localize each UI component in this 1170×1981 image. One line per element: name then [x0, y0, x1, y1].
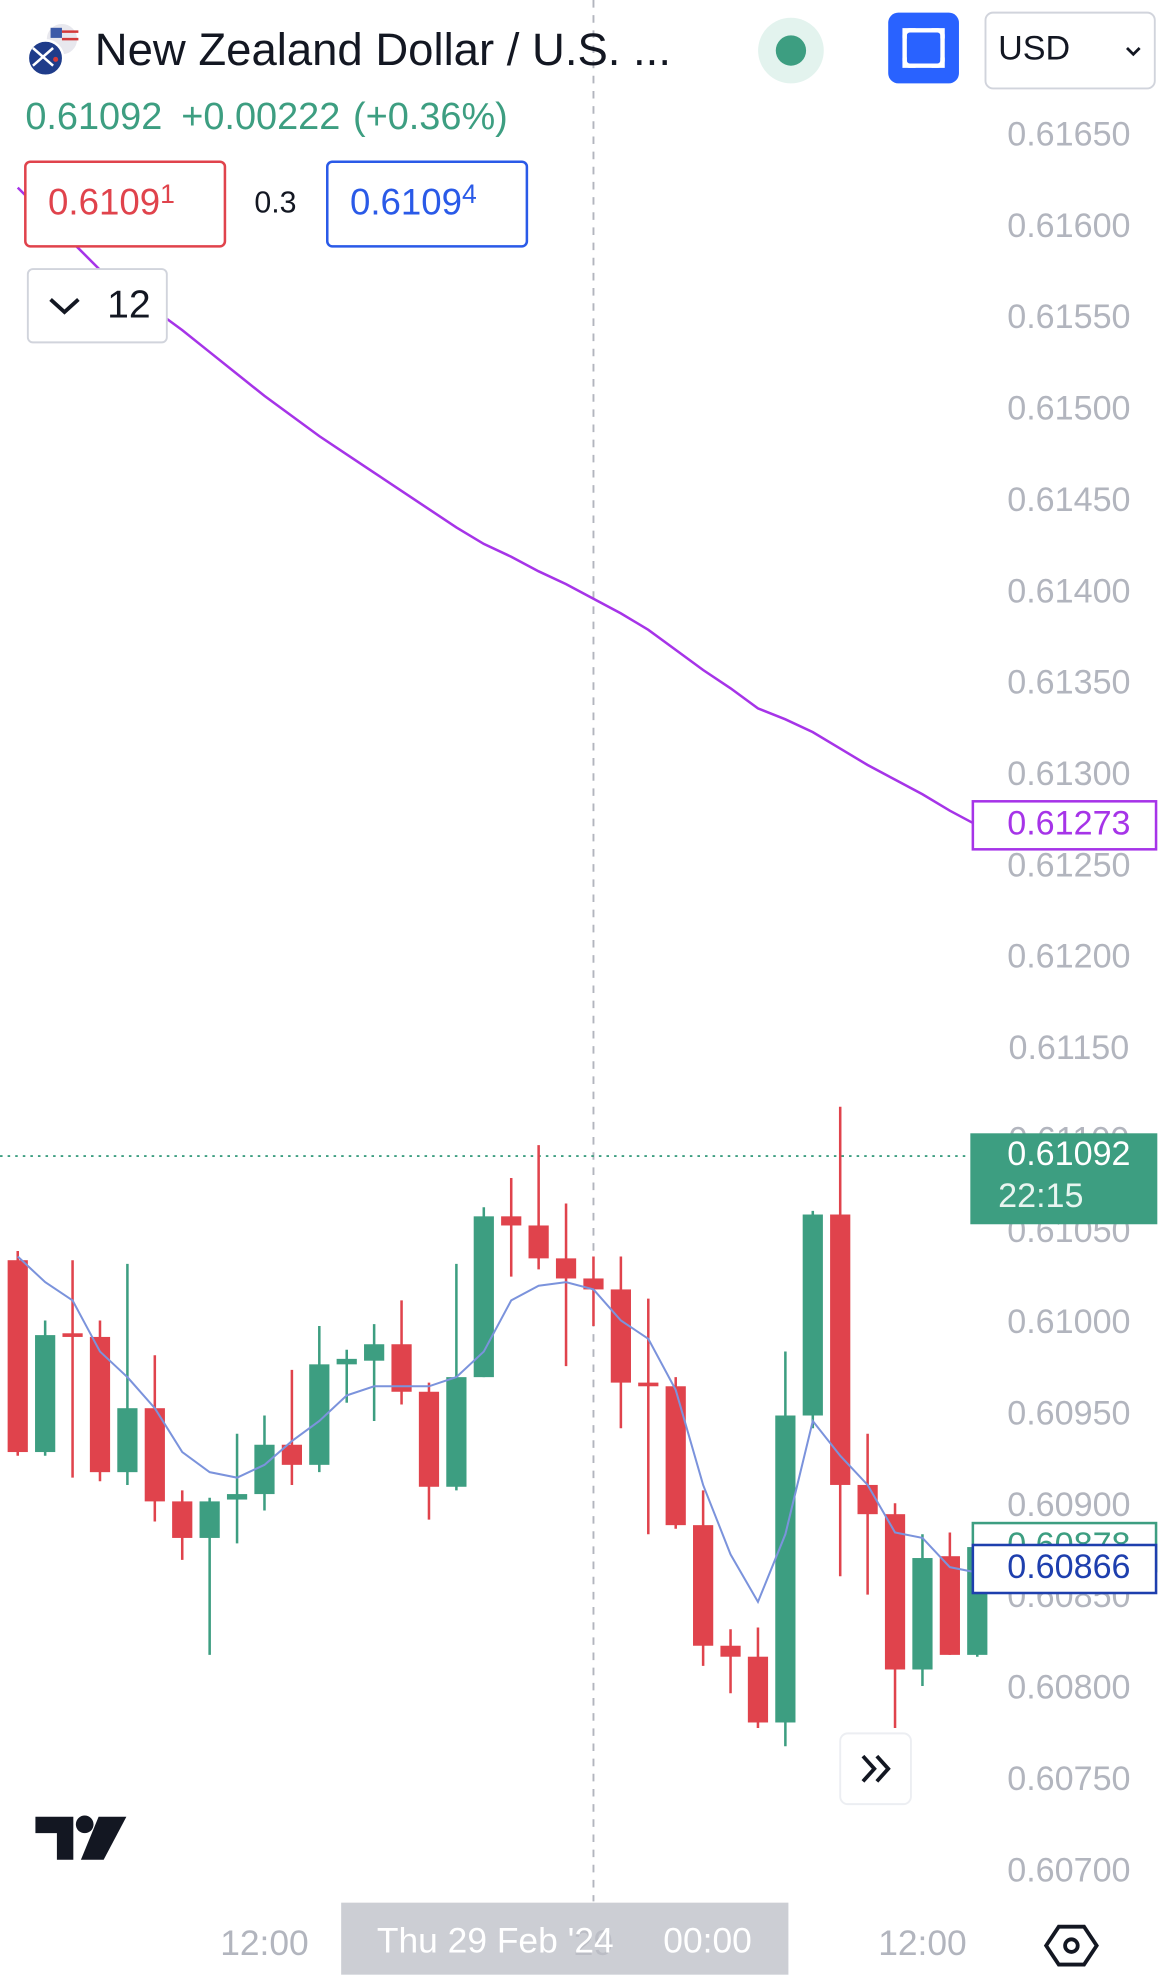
tradingview-logo: [35, 1815, 127, 1860]
quote-line: 0.61092 +0.00222 (+0.36%): [25, 96, 507, 138]
indicator-count: 12: [107, 283, 151, 326]
candle-body: [583, 1278, 604, 1290]
y-tick-label: 0.60950: [1007, 1395, 1130, 1433]
candle-body: [364, 1344, 385, 1361]
candle-body: [226, 1494, 248, 1500]
sell-button[interactable]: 0.61091: [24, 160, 227, 248]
ask-main: 0.6109: [350, 181, 462, 222]
candle-body: [35, 1335, 56, 1453]
y-tick-label: 0.61200: [1007, 938, 1130, 976]
y-tick-label: 0.60800: [1007, 1669, 1130, 1707]
y-tick-label: 0.61150: [1008, 1029, 1129, 1067]
price-label: 0.60866: [1007, 1548, 1130, 1586]
y-tick-label: 0.61250: [1007, 846, 1130, 884]
symbol-title: New Zealand Dollar / U.S. ...: [95, 24, 671, 75]
buy-button[interactable]: 0.61094: [326, 160, 529, 248]
y-tick-label: 0.61350: [1007, 664, 1130, 702]
candle-body: [144, 1408, 165, 1502]
ma-line: [16, 186, 978, 827]
y-tick-label: 0.61500: [1007, 390, 1130, 428]
candle-body: [309, 1364, 330, 1465]
candle-body: [775, 1415, 796, 1723]
candle-body: [610, 1289, 631, 1383]
crosshair-time: 00:00: [663, 1921, 752, 1960]
crosshair-date: Thu 29 Feb '24: [377, 1921, 614, 1960]
candle-body: [172, 1501, 193, 1538]
y-tick-label: 0.61450: [1007, 481, 1130, 519]
candle-body: [830, 1214, 851, 1485]
price-label: 0.61273: [1007, 804, 1130, 842]
candle-body: [473, 1216, 494, 1378]
candle-body: [555, 1258, 577, 1279]
last-price-box: [970, 1133, 1158, 1225]
scroll-to-latest[interactable]: [839, 1732, 912, 1806]
candle-body: [528, 1225, 549, 1259]
bid-price: 0.61091: [48, 179, 175, 223]
y-tick-label: 0.61300: [1007, 755, 1130, 793]
price-label-box: [971, 1543, 1158, 1595]
y-tick-label: 0.60750: [1007, 1760, 1130, 1798]
y-tick-label: 0.60700: [1007, 1851, 1130, 1889]
y-tick-label: 0.61650: [1007, 115, 1130, 153]
candle-body: [884, 1514, 906, 1670]
candle-body: [254, 1444, 275, 1495]
change-percent: (+0.36%): [353, 96, 508, 138]
candle-body: [802, 1214, 823, 1416]
bid-pip: 1: [160, 179, 175, 209]
ask-price: 0.61094: [350, 179, 477, 223]
x-tick-label: 12:00: [878, 1924, 967, 1963]
candle-body: [912, 1558, 933, 1670]
candle-body: [857, 1484, 878, 1515]
fullscreen-button[interactable]: [888, 12, 959, 84]
candle-body: [693, 1525, 714, 1646]
currency-select[interactable]: USD: [984, 11, 1156, 90]
candle-body: [446, 1377, 467, 1487]
y-tick-label: 0.61400: [1007, 572, 1130, 610]
candle-body: [391, 1344, 412, 1392]
candle-body: [418, 1391, 440, 1487]
candle-body: [336, 1358, 357, 1365]
price-label-box: [971, 800, 1158, 851]
last-price-label: 0.61092: [1007, 1135, 1130, 1173]
currency-label: USD: [998, 30, 1070, 68]
candle-body: [117, 1408, 138, 1473]
candle-body: [7, 1260, 28, 1453]
ask-pip: 4: [462, 179, 477, 209]
indicators-toggle[interactable]: 12: [26, 268, 168, 344]
candle-body: [501, 1216, 522, 1226]
bid-main: 0.6109: [48, 181, 160, 222]
crosshair-time-box: [341, 1902, 789, 1975]
candle-body: [62, 1333, 83, 1337]
spread: 0.3: [254, 187, 296, 220]
symbol-flags: [26, 21, 80, 78]
y-tick-label: 0.61550: [1007, 298, 1130, 336]
y-tick-label: 0.60900: [1007, 1486, 1130, 1524]
candle-body: [747, 1656, 769, 1723]
candle-body: [720, 1645, 741, 1657]
market-status-dot[interactable]: [775, 35, 807, 66]
candle-body: [939, 1556, 960, 1655]
settings-button[interactable]: [1043, 1924, 1099, 1967]
candle-body: [199, 1501, 220, 1538]
ma-line: [17, 1255, 978, 1605]
x-tick-label: 12:00: [220, 1924, 309, 1963]
candle-body: [638, 1382, 659, 1387]
candle-body: [89, 1336, 111, 1473]
change: +0.00222: [181, 96, 340, 138]
y-tick-label: 0.61600: [1007, 207, 1130, 245]
y-tick-label: 0.61000: [1007, 1303, 1130, 1341]
last-price: 0.61092: [25, 96, 162, 138]
candle-body: [281, 1444, 302, 1465]
countdown: 22:15: [998, 1177, 1083, 1215]
candle-body: [665, 1386, 686, 1526]
